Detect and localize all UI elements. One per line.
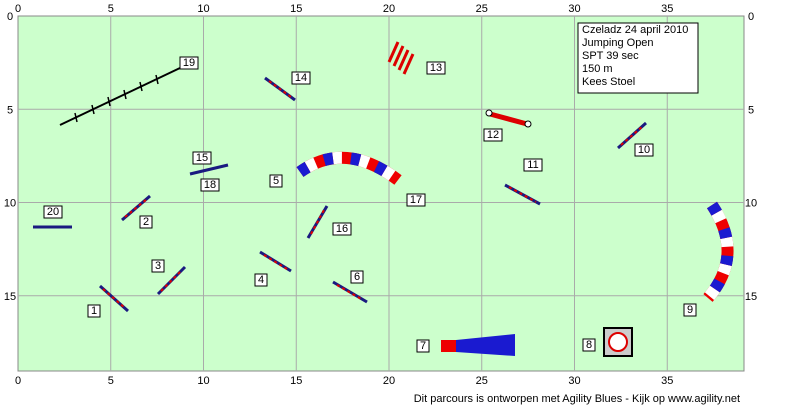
obstacle-number: 8: [582, 338, 596, 352]
label-text: 10: [638, 144, 650, 156]
label-box: [523, 158, 543, 172]
obstacle-number: 2: [139, 215, 153, 229]
x-tick-label: 15: [290, 3, 302, 15]
label-text: 15: [196, 152, 208, 164]
x-tick-label: 35: [661, 375, 673, 387]
x-tick-label: 0: [15, 3, 21, 15]
x-tick-label: 25: [476, 3, 488, 15]
label-box: [192, 151, 212, 165]
label-box: [350, 270, 364, 284]
y-tick-label: 15: [4, 291, 16, 303]
obstacle-number: 20: [43, 205, 63, 219]
label-box: [406, 193, 426, 207]
label-box: [483, 128, 503, 142]
obstacle-number: 15: [192, 151, 212, 165]
obstacle-number: 13: [426, 61, 446, 75]
info-box: [577, 22, 699, 94]
label-text: 12: [487, 129, 499, 141]
label-text: 9: [687, 304, 693, 316]
label-box: [582, 338, 596, 352]
label-text: 14: [295, 72, 307, 84]
x-tick-label: 15: [290, 375, 302, 387]
x-tick-label: 20: [383, 375, 395, 387]
label-text: 16: [336, 223, 348, 235]
x-tick-label: 10: [197, 375, 209, 387]
label-text: 8: [586, 339, 592, 351]
label-text: 18: [204, 179, 216, 191]
x-tick-label: 5: [108, 3, 114, 15]
x-tick-label: 35: [661, 3, 673, 15]
obstacle-number: 3: [151, 259, 165, 273]
info-line: 150 m: [582, 63, 613, 75]
obstacle-number: 5: [269, 174, 283, 188]
label-text: 2: [143, 216, 149, 228]
obstacle-number: 17: [406, 193, 426, 207]
y-tick-label: 5: [7, 104, 13, 116]
obstacle-number: 18: [200, 178, 220, 192]
x-tick-label: 10: [197, 3, 209, 15]
x-tick-label: 0: [15, 375, 21, 387]
x-tick-label: 20: [383, 3, 395, 15]
label-box: [426, 61, 446, 75]
label-text: 20: [47, 206, 59, 218]
obstacle-number: 4: [254, 273, 268, 287]
info-line: Kees Stoel: [582, 76, 635, 88]
label-box: [332, 222, 352, 236]
obstacle-number: 6: [350, 270, 364, 284]
label-text: 7: [420, 340, 426, 352]
obstacles: [33, 41, 734, 357]
y-tick-label: 0: [7, 11, 13, 23]
footer: Dit parcours is ontworpen met Agility Bl…: [414, 393, 740, 405]
obstacle-number: 7: [416, 339, 430, 353]
label-box: [291, 71, 311, 85]
label-box: [179, 56, 199, 70]
label-text: 4: [258, 274, 264, 286]
label-box: [416, 339, 430, 353]
label-box: [87, 304, 101, 318]
obstacle-number: 19: [179, 56, 199, 70]
obstacle-number: 16: [332, 222, 352, 236]
label-box: [151, 259, 165, 273]
y-tick-label: 5: [748, 104, 754, 116]
x-tick-label: 30: [568, 3, 580, 15]
x-tick-label: 30: [568, 375, 580, 387]
y-tick-label: 0: [748, 11, 754, 23]
label-text: 19: [183, 57, 195, 69]
label-text: 13: [430, 62, 442, 74]
label-text: 6: [354, 271, 360, 283]
y-tick-label: 10: [4, 198, 16, 210]
label-box: [200, 178, 220, 192]
label-text: 17: [410, 194, 422, 206]
obstacle-number: 1: [87, 304, 101, 318]
y-tick-label: 15: [745, 291, 757, 303]
label-box: [683, 303, 697, 317]
label-text: 1: [91, 305, 97, 317]
label-box: [43, 205, 63, 219]
label-box: [254, 273, 268, 287]
label-text: 5: [273, 175, 279, 187]
y-tick-label: 10: [745, 198, 757, 210]
info-line: Czeladz 24 april 2010: [582, 24, 688, 36]
info-line: SPT 39 sec: [582, 50, 639, 62]
obstacle-number: 9: [683, 303, 697, 317]
label-box: [139, 215, 153, 229]
x-tick-label: 5: [108, 375, 114, 387]
x-tick-label: 25: [476, 375, 488, 387]
label-box: [269, 174, 283, 188]
label-box: [634, 143, 654, 157]
info-line: Jumping Open: [582, 37, 654, 49]
label-text: 3: [155, 260, 161, 272]
label-text: 11: [527, 159, 538, 171]
obstacle-number: 11: [523, 158, 543, 172]
obstacle-number: 14: [291, 71, 311, 85]
obstacle-number: 12: [483, 128, 503, 142]
obstacle-number: 10: [634, 143, 654, 157]
